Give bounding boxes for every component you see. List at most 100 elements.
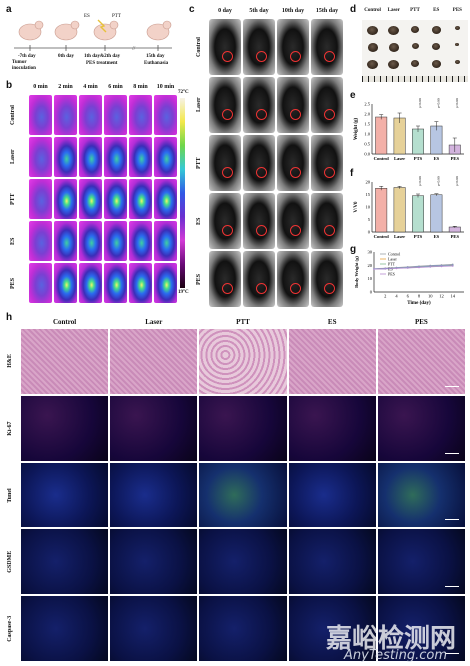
histology-image (21, 462, 109, 528)
tumor-circle (290, 50, 301, 62)
bar (393, 187, 406, 233)
p-value-annotation: p<0.001 (418, 98, 422, 108)
y-tick-label: 1.5 (364, 122, 370, 127)
thermal-image (79, 221, 102, 261)
data-point (395, 267, 398, 270)
histology-image (288, 395, 376, 461)
panel-label-h: h (6, 312, 13, 323)
mouse-photo (311, 251, 343, 307)
histology-image (288, 462, 376, 528)
photo-group-label: PTT (196, 157, 202, 169)
thermal-image (29, 221, 52, 261)
tumor-circle (290, 224, 301, 236)
mouse-photo (311, 19, 343, 75)
scale-bar (444, 586, 459, 588)
thermal-image (29, 263, 52, 303)
photo-day-label: 15th day (315, 8, 339, 14)
tumor-circle (256, 224, 267, 236)
thermal-image (29, 137, 52, 177)
histology-image (110, 329, 198, 394)
bar (375, 116, 388, 155)
tumor-circle (256, 282, 267, 294)
y-axis-label: Weight (g) (354, 117, 359, 140)
histology-image (288, 596, 376, 661)
histology-image (110, 395, 198, 461)
thermal-image (104, 221, 127, 261)
histo-row-label: GSDME (7, 550, 13, 573)
y-tick-label: 0 (370, 290, 373, 295)
thermal-image (129, 179, 152, 219)
thermal-image (54, 263, 77, 303)
p-value-annotation: p<0.001 (436, 98, 440, 108)
thermal-image (104, 137, 127, 177)
tumor-specimen (431, 26, 441, 34)
thermal-group-label: PES (10, 277, 16, 289)
y-tick-label: 20 (366, 180, 371, 185)
histology-image (21, 529, 109, 595)
histo-col-label: PTT (236, 318, 250, 326)
legend-label: Control (388, 252, 401, 257)
thermal-time-label: 10 min (156, 84, 175, 90)
bar (375, 188, 388, 233)
thermal-time-label: 4 min (83, 84, 98, 90)
thermal-colorbar (180, 98, 185, 288)
x-tick-label: 14 (451, 294, 456, 299)
tumor-specimen (367, 26, 379, 36)
tumor-circle (324, 50, 335, 62)
histology-image (199, 395, 287, 461)
histology-image (21, 596, 109, 661)
mouse-photo (311, 77, 343, 133)
ruler (362, 76, 468, 82)
mouse-photo (243, 135, 275, 191)
x-tick-label: 4 (395, 294, 398, 299)
thermal-image (104, 179, 127, 219)
y-tick-label: 30 (368, 250, 373, 255)
tumor-circle (222, 166, 233, 178)
chart-g: 0 10 20 30 2 4 6 8 10 12 14 Time (day) Body Weight (… (354, 250, 464, 306)
timeline-desc-pes: PES treatment (86, 61, 118, 66)
tumor-specimen (388, 26, 400, 36)
histology-image (110, 462, 198, 528)
thermal-scale-min: 19°C (178, 290, 189, 295)
tumor-circle (290, 108, 301, 120)
x-tick-label: 8 (418, 294, 421, 299)
data-point (429, 266, 432, 268)
x-tick-label: PTS (414, 234, 423, 239)
mouse-photo (277, 135, 309, 191)
thermal-image (104, 95, 127, 135)
tumor-circle (256, 108, 267, 120)
timeline-day-15: 15th day (146, 54, 165, 59)
histology-image (288, 529, 376, 595)
thermal-time-label: 0 min (33, 84, 48, 90)
mouse-photo (209, 193, 241, 249)
thermal-image (129, 95, 152, 135)
panel-label-b: b (6, 80, 13, 91)
tumor-circle (222, 224, 233, 236)
tumor-group-label: PTT (410, 8, 420, 13)
timeline-desc-inoculation: inoculation (12, 66, 36, 71)
x-tick-label: ES (434, 234, 440, 239)
x-tick-label: PES (451, 234, 460, 239)
tumor-specimen (411, 26, 419, 33)
scale-bar (444, 652, 459, 654)
tumor-circle (256, 50, 267, 62)
thermal-image (79, 137, 102, 177)
histo-col-label: Control (52, 318, 77, 326)
x-tick-label: 6 (407, 294, 410, 299)
thermal-image (154, 179, 177, 219)
thermal-time-label: 2 min (58, 84, 73, 90)
thermal-image (54, 221, 77, 261)
photo-day-label: 5th day (249, 8, 269, 14)
thermal-image (29, 95, 52, 135)
timeline-desc-euthanasia: Euthanasia (144, 61, 169, 66)
timeline-diagram: // (14, 19, 172, 52)
tumor-specimen (454, 26, 460, 31)
histo-row-label: H&E (7, 354, 13, 369)
histology-image (377, 529, 465, 595)
histology-image (199, 529, 287, 595)
tumor-specimen (411, 60, 419, 67)
panel-label-e: e (350, 90, 356, 101)
histology-image (21, 395, 109, 461)
svg-text://: // (132, 46, 136, 52)
tumor-circle (256, 166, 267, 178)
